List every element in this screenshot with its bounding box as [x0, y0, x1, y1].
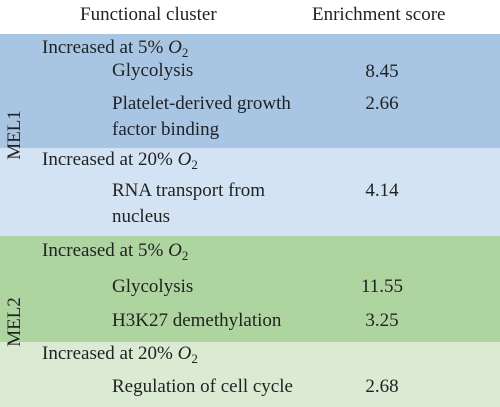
term-rna-transport: RNA transport from nucleus: [112, 180, 266, 227]
header-enrichment-score: Enrichment score: [312, 4, 446, 25]
term-cell-cycle: Regulation of cell cycle: [112, 376, 293, 397]
term-glycolysis: Glycolysis: [112, 276, 194, 297]
mel2-5pct-band: Increased at 5% O2 Glycolysis 11.55 H3K2…: [0, 236, 500, 342]
condition-label: Increased at 5% O2: [42, 240, 189, 263]
group-label-mel1: MEL1: [4, 110, 26, 160]
score-h3k27-demethylation: 3.25: [365, 310, 399, 331]
header-functional-cluster: Functional cluster: [80, 4, 217, 25]
term-pdgf-binding: Platelet-derived growth factor binding: [112, 93, 291, 140]
score-glycolysis: 11.55: [360, 276, 404, 297]
mel2-20pct-band: Increased at 20% O2 Regulation of cell c…: [0, 342, 500, 407]
table-header: Functional cluster Enrichment score: [0, 0, 500, 34]
term-glycolysis: Glycolysis: [112, 60, 194, 81]
score-cell-cycle: 2.68: [365, 376, 399, 397]
condition-label: Increased at 20% O2: [42, 149, 198, 172]
term-h3k27-demethylation: H3K27 demethylation: [112, 310, 282, 331]
condition-label: Increased at 5% O2: [42, 37, 189, 60]
group-label-mel2: MEL2: [4, 296, 26, 347]
mel1-20pct-band: Increased at 20% O2 RNA transport from n…: [0, 148, 500, 236]
score-pdgf-binding: 2.66: [365, 93, 399, 114]
mel1-5pct-band: Increased at 5% O2 Glycolysis 8.45 Plate…: [0, 34, 500, 148]
score-rna-transport: 4.14: [365, 180, 399, 201]
condition-label: Increased at 20% O2: [42, 343, 198, 366]
score-glycolysis: 8.45: [365, 61, 399, 82]
